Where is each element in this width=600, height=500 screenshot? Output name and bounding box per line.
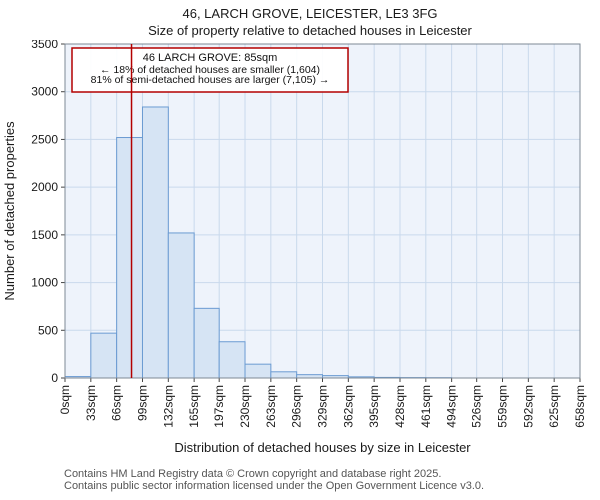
histogram-bar [141,106,169,379]
x-tick-label: 494sqm [445,385,459,428]
page-title: 46, LARCH GROVE, LEICESTER, LE3 3FG [182,6,438,21]
attribution-footer: Contains HM Land Registry data © Crown c… [64,468,484,492]
footer-line-2: Contains public sector information licen… [64,480,485,492]
annotation-line2: ← 18% of detached houses are smaller (1,… [100,64,320,76]
histogram-bar [218,341,246,379]
x-tick-label: 132sqm [161,385,175,428]
x-tick-label: 592sqm [521,385,535,428]
footer-line-1: Contains HM Land Registry data © Crown c… [64,468,442,480]
x-tick-label: 263sqm [264,385,278,428]
annotation-line3: 81% of semi-detached houses are larger (… [91,74,330,86]
x-tick-label: 559sqm [496,385,510,428]
x-tick-label: 625sqm [547,385,561,428]
histogram-bar [244,363,272,379]
y-tick-label: 0 [51,371,58,385]
annotation-line1: 46 LARCH GROVE: 85sqm [143,52,278,64]
x-tick-label: 658sqm [573,385,587,428]
x-tick-label: 428sqm [393,385,407,428]
x-tick-label: 296sqm [290,385,304,428]
x-tick-label: 461sqm [419,385,433,428]
x-axis-label: Distribution of detached houses by size … [174,440,471,455]
x-tick-label: 526sqm [470,385,484,428]
y-tick-label: 3000 [31,85,58,99]
histogram-bar [167,232,195,379]
x-tick-label: 0sqm [58,385,72,414]
x-tick-label: 197sqm [212,385,226,428]
plot-border [64,43,581,379]
x-tick-label: 165sqm [187,385,201,428]
x-tick-label: 395sqm [367,385,381,428]
annotation-box [71,47,349,93]
y-tick-label: 1500 [31,228,58,242]
y-tick-label: 2500 [31,132,58,146]
histogram-bar [296,374,323,379]
x-tick-label: 362sqm [341,385,355,428]
histogram-bar [90,332,118,379]
size-distribution-histogram: 0 500 1000 1500 2000 2500 3000 3500 0sqm 33sqm 66s… [2,40,587,455]
x-tick-label: 99sqm [135,385,149,421]
y-axis-label: Number of detached properties [2,121,17,301]
page-subtitle: Size of property relative to detached ho… [148,23,472,38]
y-tick-label: 1000 [31,276,58,290]
histogram-bar [116,137,143,379]
x-tick-label: 230sqm [238,385,252,428]
histogram-bar [270,371,298,379]
x-tick-label: 33sqm [84,385,98,421]
x-tick-label: 66sqm [110,385,124,421]
histogram-bar [193,307,220,379]
x-tick-label: 329sqm [316,385,330,428]
y-tick-label: 3500 [31,40,58,51]
y-tick-label: 2000 [31,180,58,194]
y-tick-label: 500 [38,323,58,337]
